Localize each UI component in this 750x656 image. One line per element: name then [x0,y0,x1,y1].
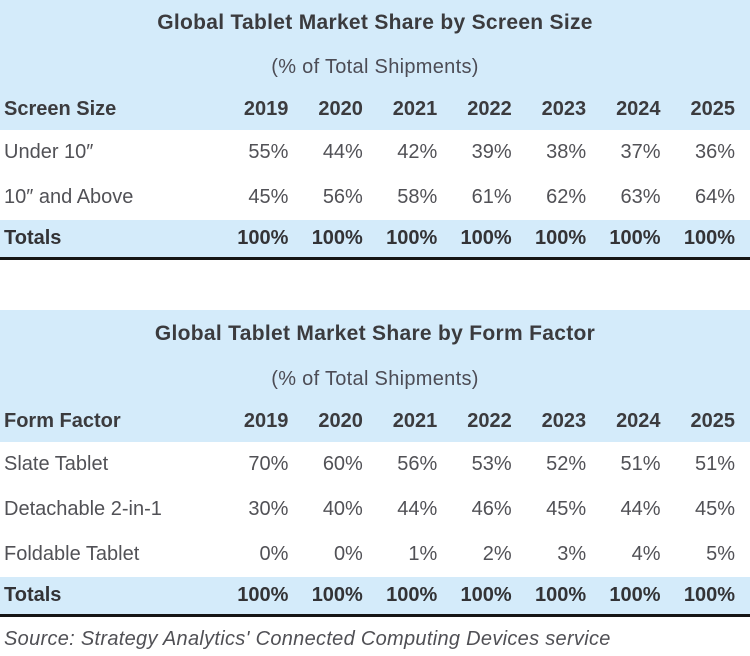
table-row: Slate Tablet 70% 60% 56% 53% 52% 51% 51% [0,442,750,487]
value-cell: 5% [706,543,735,565]
year-column-header: 2020 [318,97,363,120]
value-cell: 55% [248,141,289,163]
totals-value-cell: 100% [237,584,289,606]
year-column-header: 2023 [541,409,587,432]
totals-value-cell: 100% [534,227,587,249]
value-cell: 0% [259,543,289,565]
table-row: Foldable Tablet 0% 0% 1% 2% 3% 4% 5% [0,532,750,577]
value-cell: 56% [322,186,363,208]
value-cell: 44% [620,498,661,520]
row-label: Foldable Tablet [4,543,140,565]
totals-value-cell: 100% [683,227,735,249]
value-cell: 51% [620,453,661,475]
table-title: Global Tablet Market Share by Screen Siz… [157,11,593,34]
row-header-label: Screen Size [4,97,117,120]
year-column-header: 2022 [467,409,512,432]
value-cell: 62% [546,186,587,208]
value-cell: 60% [322,453,363,475]
year-column-header: 2023 [541,97,587,120]
totals-value-cell: 100% [460,584,512,606]
value-cell: 56% [397,453,438,475]
table-subtitle: (% of Total Shipments) [271,55,479,78]
value-cell: 45% [694,498,735,520]
column-header-row: Screen Size 2019 2020 2021 2022 2023 2024 2025 [0,88,750,130]
year-column-header: 2024 [616,409,661,432]
screen-size-header-band: Global Tablet Market Share by Screen Siz… [0,0,750,130]
value-cell: 58% [397,186,438,208]
totals-row: Totals 100% 100% 100% 100% 100% 100% 100% [0,220,750,260]
value-cell: 63% [620,186,661,208]
value-cell: 36% [694,141,735,163]
totals-value-cell: 100% [683,584,735,606]
totals-value-cell: 100% [534,584,587,606]
year-column-header: 2021 [392,409,438,432]
value-cell: 70% [248,453,289,475]
value-cell: 37% [620,141,661,163]
row-label: Slate Tablet [4,453,109,475]
value-cell: 51% [694,453,735,475]
value-cell: 45% [546,498,587,520]
table-row: Under 10″ 55% 44% 42% 39% 38% 37% 36% [0,130,750,175]
value-cell: 64% [694,186,735,208]
value-cell: 52% [546,453,587,475]
value-cell: 40% [322,498,363,520]
table-divider-gap [0,260,750,310]
year-column-header: 2024 [616,97,661,120]
value-cell: 45% [248,186,289,208]
totals-value-cell: 100% [609,584,661,606]
year-column-header: 2022 [467,97,512,120]
value-cell: 3% [557,543,587,565]
value-cell: 44% [322,141,363,163]
table-row: Detachable 2-in-1 30% 40% 44% 46% 45% 44% 45% [0,487,750,532]
year-column-header: 2020 [318,409,363,432]
year-column-header: 2025 [690,409,736,432]
value-cell: 1% [408,543,438,565]
value-cell: 39% [471,141,512,163]
column-header-row: Form Factor 2019 2020 2021 2022 2023 2024 2025 [0,400,750,442]
value-cell: 2% [482,543,512,565]
year-column-header: 2019 [243,97,289,120]
totals-label: Totals [4,584,62,606]
table-subtitle: (% of Total Shipments) [271,367,479,390]
totals-value-cell: 100% [609,227,661,249]
row-label: Under 10″ [4,141,94,163]
totals-label: Totals [4,227,62,249]
totals-value-cell: 100% [386,584,438,606]
source-note: Source: Strategy Analytics' Connected Co… [4,628,611,650]
totals-value-cell: 100% [237,227,289,249]
table-title: Global Tablet Market Share by Form Facto… [154,322,596,345]
value-cell: 61% [471,186,512,208]
value-cell: 44% [397,498,438,520]
totals-value-cell: 100% [386,227,438,249]
totals-value-cell: 100% [460,227,512,249]
table-row: 10″ and Above 45% 56% 58% 61% 62% 63% 64% [0,175,750,220]
totals-value-cell: 100% [311,584,363,606]
row-label: 10″ and Above [4,186,134,208]
year-column-header: 2025 [690,97,736,120]
table-body: Slate Tablet 70% 60% 56% 53% 52% 51% 51% Detacha… [0,442,750,577]
value-cell: 0% [333,543,363,565]
value-cell: 46% [471,498,512,520]
row-header-label: Form Factor [4,409,121,432]
value-cell: 38% [546,141,587,163]
value-cell: 42% [397,141,438,163]
totals-row: Totals 100% 100% 100% 100% 100% 100% 100% [0,577,750,617]
totals-value-cell: 100% [311,227,363,249]
form-factor-table: Global Tablet Market Share by Form Facto… [0,310,750,617]
screen-size-table: Global Tablet Market Share by Screen Siz… [0,0,750,260]
value-cell: 30% [248,498,289,520]
table-body: Under 10″ 55% 44% 42% 39% 38% 37% 36% 10″ and Ab… [0,130,750,220]
year-column-header: 2021 [392,97,438,120]
value-cell: 4% [631,543,661,565]
value-cell: 53% [471,453,512,475]
row-label: Detachable 2-in-1 [4,498,162,520]
form-factor-header-band: Global Tablet Market Share by Form Facto… [0,310,750,442]
year-column-header: 2019 [243,409,289,432]
